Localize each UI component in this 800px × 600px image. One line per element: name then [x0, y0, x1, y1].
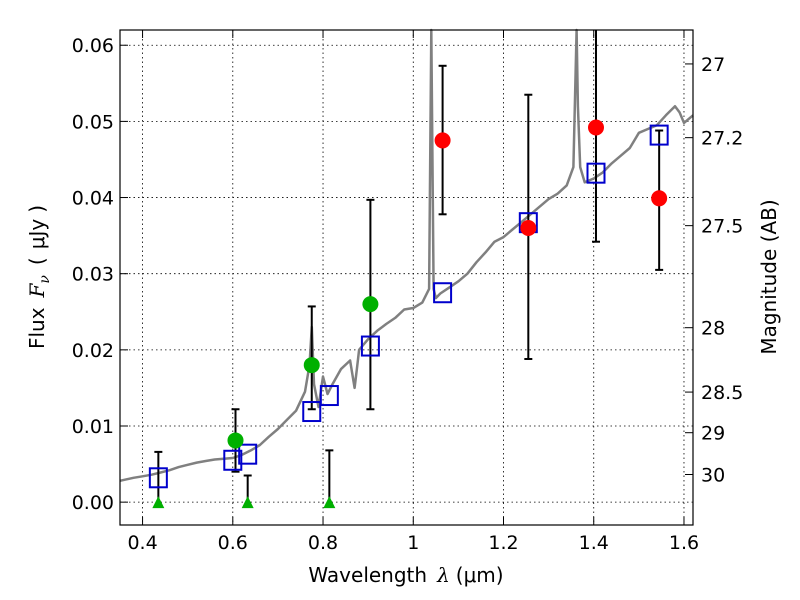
detection-marker-green — [303, 357, 320, 374]
y-tick-label: 0.05 — [72, 111, 114, 133]
plot-frame — [120, 30, 693, 525]
plot-border — [119, 29, 694, 526]
model-point-marker — [319, 385, 339, 407]
y2-tick-label: 29 — [701, 423, 725, 445]
y2-tick-label: 30 — [701, 465, 725, 487]
upper-limits-series — [152, 496, 336, 509]
y-axis-label-subscript: ν — [37, 275, 53, 284]
x-tick-label: 1.6 — [669, 532, 699, 554]
y-tick-label: 0.01 — [72, 416, 114, 438]
y-tick-label: 0.00 — [72, 492, 114, 514]
y-axis-label-paren-open: ( — [25, 257, 49, 265]
model-point-marker — [223, 449, 243, 471]
model-point-marker — [238, 443, 258, 465]
y2-axis-ticks: 27 27.2 27.5 28 28.5 29 30 — [685, 54, 743, 487]
y-tick-label: 0.06 — [72, 35, 114, 57]
x-tick-label: 1 — [407, 532, 419, 554]
y-axis-label-unit: μJy — [25, 219, 49, 250]
y-axis-label-symbol: F — [25, 282, 49, 298]
y2-tick-label: 28.5 — [701, 382, 743, 404]
detection-marker-green — [362, 296, 379, 313]
y2-axis-label: Magnitude (AB) — [757, 199, 781, 354]
grid — [120, 30, 693, 525]
x-tick-label: 0.6 — [218, 532, 248, 554]
x-axis-label-symbol: λ — [436, 563, 450, 587]
model-point-marker — [586, 162, 606, 184]
x-axis-label-unit: (μm) — [456, 563, 504, 587]
x-axis-label: Wavelength λ (μm) — [308, 563, 503, 587]
detection-marker-red — [434, 132, 451, 149]
upper-limit-marker — [323, 496, 336, 509]
y2-tick-label: 27.2 — [701, 128, 743, 150]
y-axis-label: Flux Fν ( μJy) — [25, 205, 53, 349]
y-tick-label: 0.02 — [72, 340, 114, 362]
x-tick-label: 0.4 — [127, 532, 157, 554]
x-tick-label: 0.8 — [308, 532, 338, 554]
model-point-marker — [148, 467, 168, 489]
model-point-marker — [302, 401, 322, 423]
x-tick-label: 1.2 — [488, 532, 518, 554]
y2-tick-label: 27.5 — [701, 216, 743, 238]
model-point-marker — [649, 124, 669, 146]
y-tick-label: 0.03 — [72, 264, 114, 286]
y-axis-ticks: 0.00 0.01 0.02 0.03 0.04 0.05 0.06 — [72, 35, 128, 514]
y-tick-label: 0.04 — [72, 188, 114, 210]
x-axis-label-text: Wavelength — [308, 563, 427, 587]
upper-limit-marker — [241, 496, 254, 509]
detections-series — [227, 119, 668, 449]
x-tick-label: 1.4 — [579, 532, 609, 554]
x-axis-ticks: 0.4 0.6 0.8 1 1.2 1.4 1.6 — [127, 30, 699, 554]
detection-marker-red — [520, 220, 537, 236]
y-axis-label-paren-close: ) — [25, 205, 49, 213]
model-points-series — [148, 124, 669, 489]
model-point-marker — [360, 335, 380, 357]
model-point-marker — [433, 282, 453, 304]
detection-marker-green — [227, 432, 244, 449]
detection-marker-red — [651, 190, 668, 207]
y2-tick-label: 28 — [701, 318, 725, 340]
plot-area — [119, 28, 694, 526]
y-axis-label-text: Flux — [25, 307, 49, 349]
upper-limit-marker — [152, 496, 165, 509]
y2-tick-label: 27 — [701, 54, 725, 76]
detection-marker-red — [587, 119, 604, 136]
